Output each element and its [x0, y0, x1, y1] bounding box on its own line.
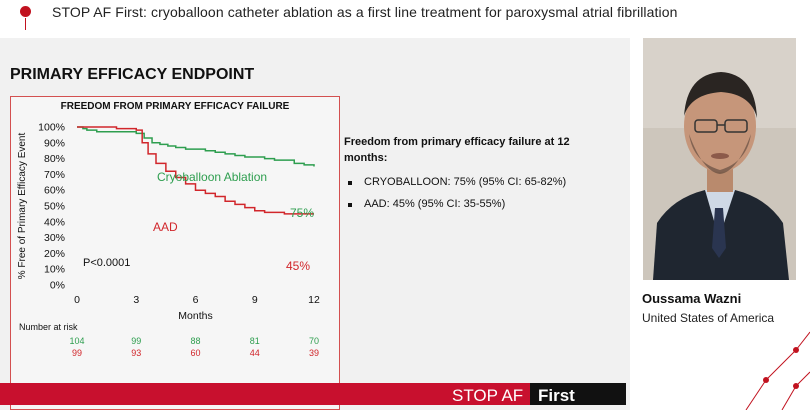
- y-tick-label: 80%: [44, 153, 65, 165]
- footer-red-band: [0, 383, 530, 405]
- y-tick-label: 40%: [44, 216, 65, 228]
- km-chart-panel: FREEDOM FROM PRIMARY EFFICACY FAILURE 0%…: [10, 96, 340, 410]
- bullet-text: AAD: 45% (95% CI: 35-55%): [364, 198, 506, 210]
- speaker-country: United States of America: [642, 311, 775, 325]
- risk-aad-value: 60: [190, 348, 200, 358]
- x-tick-label: 0: [74, 294, 80, 306]
- risk-table-label: Number at risk: [19, 322, 78, 332]
- speaker-portrait-icon: [643, 38, 796, 280]
- risk-aad-value: 44: [250, 348, 260, 358]
- footer-emphasis: First: [538, 386, 575, 405]
- bullet-text: CRYOBALLOON: 75% (95% CI: 65-82%): [364, 176, 567, 188]
- risk-cryo-value: 70: [309, 336, 319, 346]
- risk-aad-value: 39: [309, 348, 319, 358]
- y-tick-label: 30%: [44, 232, 65, 244]
- decorative-line: [25, 18, 26, 30]
- results-summary: Freedom from primary efficacy failure at…: [344, 134, 614, 210]
- risk-aad-value: 99: [72, 348, 82, 358]
- y-tick-label: 50%: [44, 201, 65, 213]
- y-tick-label: 10%: [44, 264, 65, 276]
- y-tick-label: 20%: [44, 248, 65, 260]
- aad-curve: [77, 126, 314, 215]
- x-tick-label: 9: [252, 294, 258, 306]
- cryoballoon-curve: [77, 126, 315, 167]
- km-chart: 0% 10% 20% 30% 40% 50% 60% 70% 80% 90% 100% 0 3 6 9 12 M…: [17, 122, 320, 359]
- cryoballoon-series-label: Cryoballoon Ablation: [157, 170, 267, 184]
- bullet-cryoballoon: CRYOBALLOON: 75% (95% CI: 65-82%): [344, 176, 614, 188]
- bullet-square-icon: [348, 203, 352, 207]
- cryoballoon-end-label: 75%: [290, 206, 314, 220]
- risk-cryo-value: 104: [69, 336, 84, 346]
- aad-end-label: 45%: [286, 259, 310, 273]
- p-value-annotation: P<0.0001: [83, 257, 130, 269]
- y-tick-label: 70%: [44, 169, 65, 181]
- decorative-network-icon: [745, 331, 810, 410]
- speaker-name: Oussama Wazni: [642, 291, 742, 306]
- y-tick-label: 0%: [50, 280, 65, 292]
- risk-aad-value: 93: [131, 348, 141, 358]
- risk-cryo-value: 99: [131, 336, 141, 346]
- risk-cryo-value: 88: [190, 336, 200, 346]
- x-tick-label: 6: [193, 294, 199, 306]
- speaker-panel: Oussama Wazni United States of America: [630, 38, 810, 410]
- footer-text: STOP AF: [452, 386, 524, 405]
- footer-bar: STOP AF First: [0, 383, 630, 410]
- y-axis-label: % Free of Primary Efficacy Event: [17, 133, 28, 280]
- y-tick-label: 90%: [44, 137, 65, 149]
- presentation-title: STOP AF First: cryoballoon catheter abla…: [52, 4, 678, 20]
- slide-title: PRIMARY EFFICACY ENDPOINT: [10, 66, 255, 83]
- risk-cryo-value: 81: [250, 336, 260, 346]
- bullet-square-icon: [348, 181, 352, 185]
- bullet-dot-icon: [20, 6, 31, 17]
- top-bar: STOP AF First: cryoballoon catheter abla…: [0, 0, 810, 30]
- x-axis-label: Months: [178, 310, 212, 322]
- y-tick-label: 60%: [44, 185, 65, 197]
- summary-heading: Freedom from primary efficacy failure at…: [344, 136, 570, 164]
- bullet-aad: AAD: 45% (95% CI: 35-55%): [344, 198, 614, 210]
- x-tick-label: 12: [308, 294, 320, 306]
- x-tick-label: 3: [133, 294, 139, 306]
- slide: PRIMARY EFFICACY ENDPOINT FREEDOM FROM P…: [0, 38, 630, 410]
- aad-series-label: AAD: [153, 220, 178, 234]
- y-tick-label: 100%: [38, 122, 65, 134]
- footer-black-band: [530, 383, 626, 405]
- speaker-video: [643, 38, 796, 280]
- chart-title: FREEDOM FROM PRIMARY EFFICACY FAILURE: [60, 101, 290, 112]
